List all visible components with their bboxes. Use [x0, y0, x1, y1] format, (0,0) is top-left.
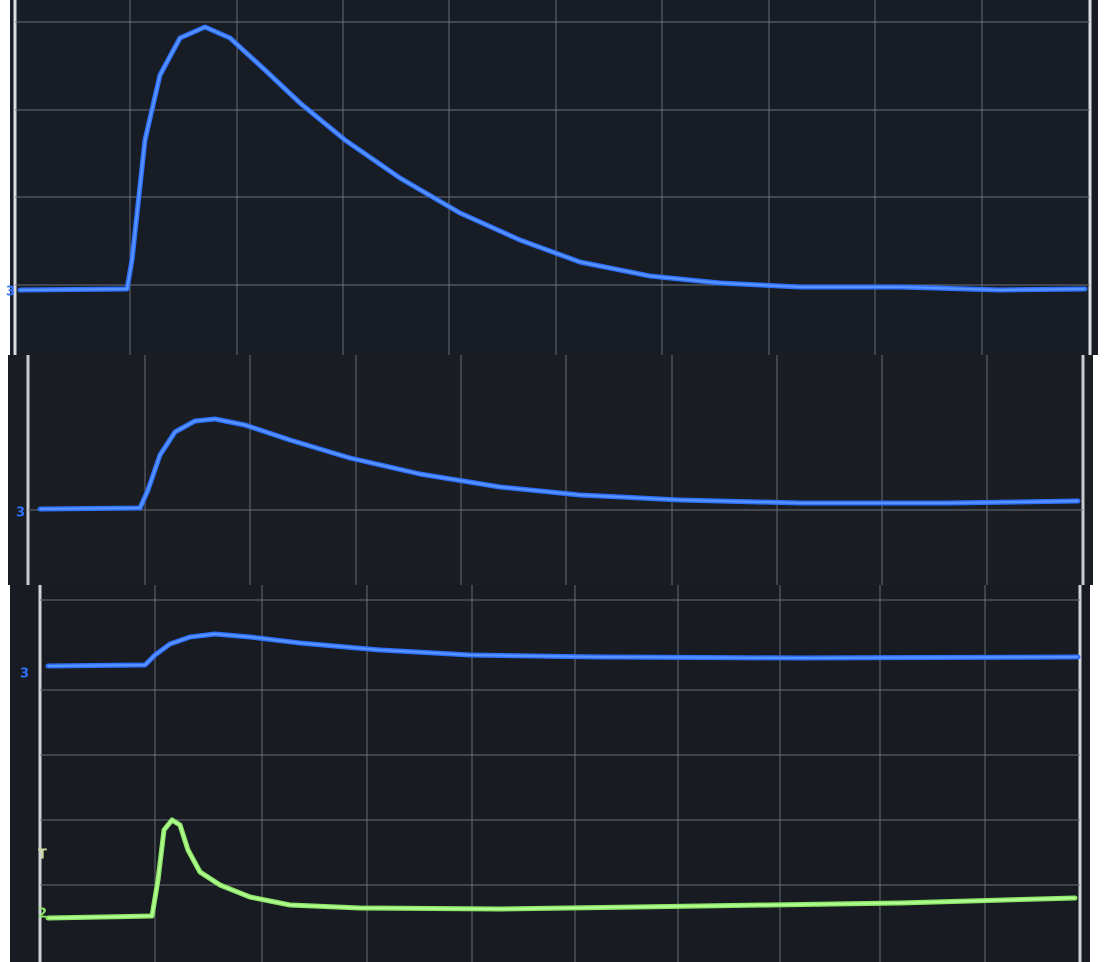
- channel-marker: 3: [16, 506, 25, 521]
- scope-panel: 3: [0, 355, 1107, 585]
- channel-marker: 3: [6, 285, 15, 300]
- scope-panel: 3: [0, 0, 1107, 355]
- channel-marker: 2: [38, 907, 47, 922]
- scope-panel: 3 T 2: [0, 585, 1107, 962]
- oscilloscope-photos: 3 3 3 T 2: [0, 0, 1107, 962]
- trigger-marker: T: [38, 848, 47, 863]
- channel-marker: 3: [20, 667, 29, 682]
- screen: [8, 355, 1093, 585]
